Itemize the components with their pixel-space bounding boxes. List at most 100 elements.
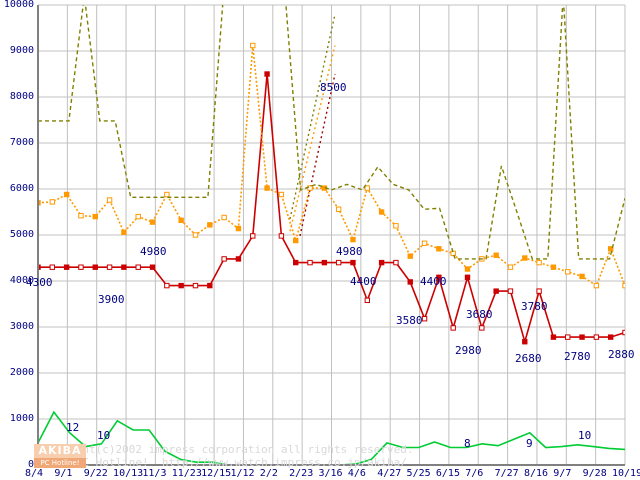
marker-series_orange xyxy=(78,212,84,219)
data-point-label: 2680 xyxy=(515,352,542,365)
x-axis-tick-label: 10/13 xyxy=(113,468,144,479)
marker-series_orange xyxy=(507,264,514,270)
marker-series_red xyxy=(49,264,56,270)
y-axis-tick-label: 5000 xyxy=(9,229,34,240)
data-point-label: 4400 xyxy=(350,275,377,288)
marker-series_orange xyxy=(121,229,127,235)
x-axis-tick-label: 9/28 xyxy=(582,468,607,479)
data-point-label: 10 xyxy=(97,429,111,442)
marker-series_red xyxy=(38,264,41,270)
marker-series_red xyxy=(293,259,299,266)
marker-series_red xyxy=(307,259,313,266)
data-point-label: 10 xyxy=(578,429,592,442)
data-point-label: 2880 xyxy=(608,348,635,361)
marker-series_red xyxy=(221,256,227,262)
marker-series_orange xyxy=(364,185,370,191)
copyright-watermark: Copyright(c)2002 impress corporation all… xyxy=(36,443,414,469)
y-axis-tick-label: 2000 xyxy=(9,367,34,378)
marker-series_orange xyxy=(307,185,313,191)
marker-series_orange xyxy=(407,253,413,259)
marker-series_red xyxy=(493,288,499,294)
marker-series_red xyxy=(235,256,242,262)
axis-lines xyxy=(37,5,625,466)
marker-series_orange xyxy=(536,259,542,266)
data-point-label: 3680 xyxy=(466,308,493,321)
marker-series_red xyxy=(264,71,270,77)
marker-series_red xyxy=(121,264,127,270)
marker-series_orange xyxy=(607,246,614,252)
y-axis-tick-label: 3000 xyxy=(9,321,34,332)
marker-series_orange xyxy=(135,213,141,220)
y-axis-tick-label: 7000 xyxy=(9,137,34,148)
marker-series_orange xyxy=(92,213,98,220)
x-axis-tick-label: 12/15 xyxy=(201,468,232,479)
marker-series_red xyxy=(393,259,399,266)
x-axis-tick-label: 4/27 xyxy=(377,468,402,479)
trend-orange xyxy=(289,45,336,232)
marker-series_orange xyxy=(278,191,285,198)
data-point-label: 4400 xyxy=(420,275,447,288)
marker-series_red xyxy=(207,282,213,289)
akiba-logo-title: AKIBA xyxy=(34,444,86,458)
x-axis-tick-label: 2/2 xyxy=(259,468,278,479)
x-axis-tick-label: 7/27 xyxy=(494,468,519,479)
data-point-label: 4980 xyxy=(336,245,363,258)
marker-series_red xyxy=(92,264,98,270)
series-line-series_green xyxy=(38,410,625,465)
marker-series_orange xyxy=(178,217,184,223)
data-series xyxy=(38,5,625,465)
watermark-line-2: AKIBA PC Hotline! http://www.watch.impre… xyxy=(36,456,407,469)
marker-series_orange xyxy=(436,246,442,252)
data-point-label: 3900 xyxy=(98,293,125,306)
marker-series_red xyxy=(450,325,456,331)
marker-series_orange xyxy=(235,225,242,232)
marker-series_red xyxy=(507,288,514,294)
marker-series_red xyxy=(250,233,256,239)
x-axis-tick-label: 8/4 xyxy=(25,468,44,479)
akiba-logo: AKIBA PC Hotline! xyxy=(34,444,86,470)
marker-series_red xyxy=(178,282,184,289)
marker-series_red xyxy=(63,264,70,270)
marker-series_red xyxy=(192,282,199,289)
x-axis-tick-label: 1/12 xyxy=(230,468,255,479)
y-axis-tick-label: 8000 xyxy=(9,91,34,102)
y-axis-tick-label: 4000 xyxy=(9,275,34,286)
marker-series_red xyxy=(78,264,84,270)
x-axis-tick-label: 11/23 xyxy=(171,468,202,479)
data-point-label: 3580 xyxy=(396,314,423,327)
marker-series_red xyxy=(335,259,342,266)
marker-series_orange xyxy=(522,255,528,261)
marker-series_orange xyxy=(464,266,471,272)
marker-series_orange xyxy=(221,214,227,221)
y-axis-tick-label: 0 xyxy=(27,459,34,470)
x-axis-tick-label: 4/6 xyxy=(347,468,366,479)
x-axis-tick-label: 2/23 xyxy=(289,468,314,479)
data-point-label: 4300 xyxy=(26,276,53,289)
y-axis-tick-label: 9000 xyxy=(9,45,34,56)
x-axis-tick-label: 9/22 xyxy=(83,468,108,479)
marker-series_red xyxy=(378,259,385,266)
marker-series_orange xyxy=(149,219,156,225)
data-point-label: 2780 xyxy=(564,350,591,363)
marker-series_red xyxy=(565,334,571,340)
data-point-label: 9 xyxy=(526,437,533,450)
data-point-label: 12 xyxy=(66,421,80,434)
y-axis-tick-label: 10000 xyxy=(3,0,34,10)
x-axis-tick-label: 9/1 xyxy=(54,468,73,479)
marker-series_orange xyxy=(421,240,428,246)
x-axis-tick-label: 9/7 xyxy=(553,468,572,479)
marker-series_orange xyxy=(164,191,170,198)
marker-series_orange xyxy=(192,232,199,238)
y-axis-tick-label: 6000 xyxy=(9,183,34,194)
marker-series_red xyxy=(149,264,156,270)
marker-series_orange xyxy=(335,206,342,212)
x-axis-tick-label: 10/19 xyxy=(612,468,640,479)
trend-lines xyxy=(289,14,336,237)
marker-series_red xyxy=(350,259,356,266)
x-axis-tick-label: 7/6 xyxy=(465,468,484,479)
marker-series_red xyxy=(550,334,557,340)
marker-series_orange xyxy=(250,42,256,49)
marker-series_orange xyxy=(393,223,399,229)
